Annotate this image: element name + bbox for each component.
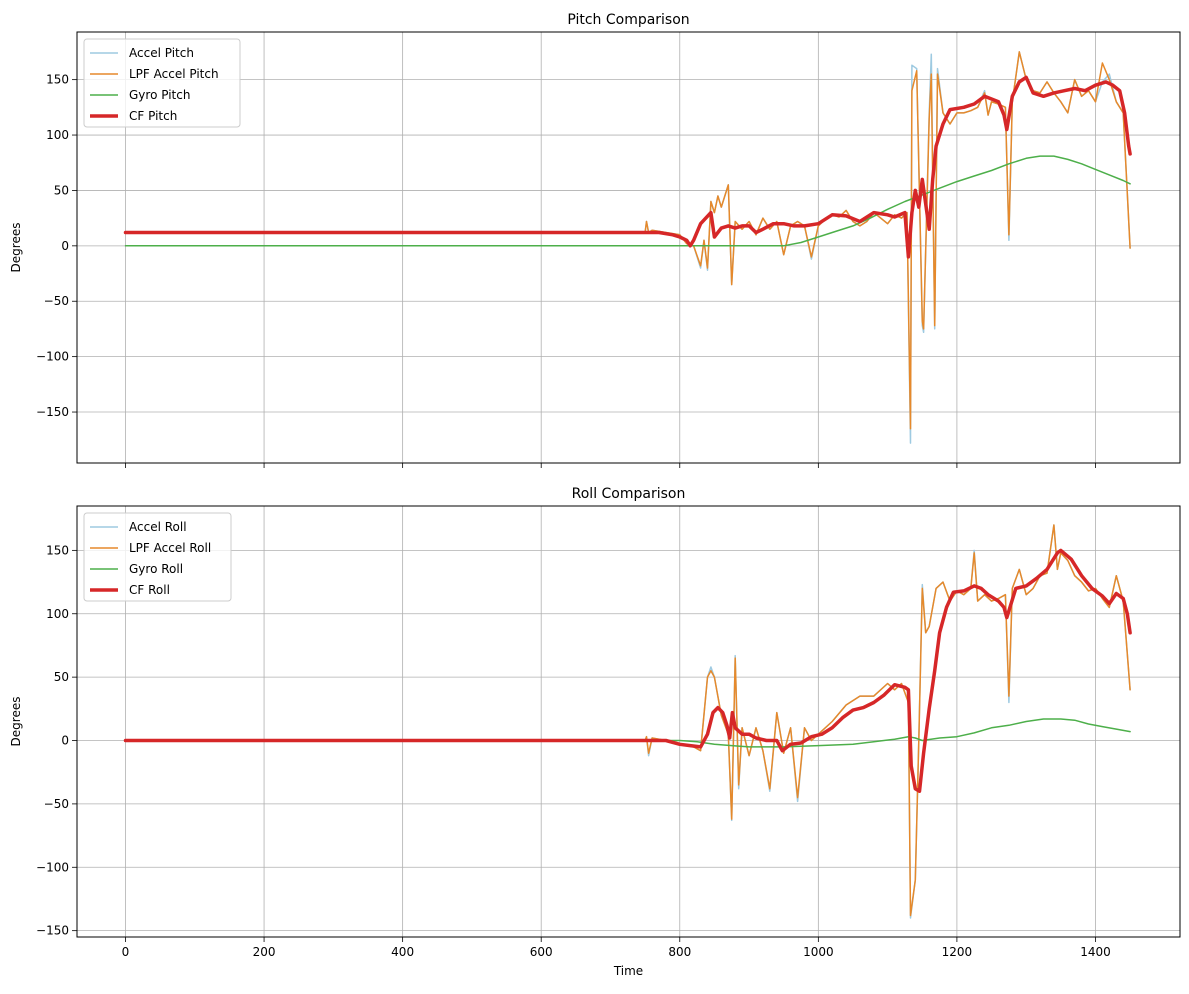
legend-label: Gyro Roll <box>129 562 183 576</box>
x-tick-label: 1400 <box>1080 945 1111 959</box>
y-tick-label: −100 <box>36 350 69 364</box>
x-tick-label: 400 <box>391 945 414 959</box>
roll-axes-frame <box>76 505 1181 938</box>
accel-pitch-line <box>124 51 1131 444</box>
roll-legend: Accel Roll LPF Accel Roll Gyro Roll CF Roll <box>83 512 232 602</box>
cf-pitch-line <box>123 75 1132 259</box>
y-tick-label: 50 <box>54 183 69 197</box>
legend-label: LPF Accel Roll <box>129 541 211 555</box>
y-tick-label: 150 <box>46 543 69 557</box>
legend-label: CF Roll <box>129 583 170 597</box>
pitch-ylabel: Degrees <box>9 223 23 273</box>
y-tick-label: 0 <box>61 734 69 748</box>
roll-xlabel: Time <box>613 964 643 978</box>
x-tick-label: 200 <box>253 945 276 959</box>
x-tick-label: 800 <box>668 945 691 959</box>
pitch-ticks: −150 −100 −50 0 50 100 150 <box>36 73 1096 468</box>
x-tick-label: 1200 <box>942 945 973 959</box>
legend-label: LPF Accel Pitch <box>129 67 219 81</box>
y-tick-label: 100 <box>46 607 69 621</box>
x-tick-label: 1000 <box>803 945 834 959</box>
y-tick-label: −100 <box>36 860 69 874</box>
lpf-accel-pitch-line <box>124 51 1131 430</box>
y-tick-label: −150 <box>36 924 69 938</box>
roll-axes: 0 200 400 600 800 1000 1200 1400 −150 −100 −50 0 50 1… <box>9 486 1181 978</box>
pitch-legend: Accel Pitch LPF Accel Pitch Gyro Pitch CF P… <box>83 38 241 128</box>
pitch-grid <box>77 32 1180 463</box>
cf-roll-line <box>123 548 1132 793</box>
pitch-axes: −150 −100 −50 0 50 100 150 Pitch Comparison De… <box>9 12 1181 468</box>
accel-roll-line <box>124 524 1131 919</box>
x-tick-label: 0 <box>122 945 130 959</box>
y-tick-label: 0 <box>61 239 69 253</box>
roll-title: Roll Comparison <box>572 486 686 502</box>
y-tick-label: 150 <box>46 73 69 87</box>
gyro-pitch-line <box>124 155 1131 247</box>
lpf-accel-roll-line <box>124 524 1131 917</box>
pitch-lines <box>123 51 1132 444</box>
y-tick-label: 50 <box>54 670 69 684</box>
legend-label: Accel Roll <box>129 520 187 534</box>
pitch-axes-frame <box>76 31 1181 464</box>
y-tick-label: −50 <box>44 294 69 308</box>
pitch-title: Pitch Comparison <box>567 12 689 28</box>
roll-ylabel: Degrees <box>9 697 23 747</box>
roll-ticks: 0 200 400 600 800 1000 1200 1400 −150 −100 −50 0 50 1… <box>36 543 1111 959</box>
roll-legend-box <box>83 512 232 602</box>
legend-label: CF Pitch <box>129 109 177 123</box>
x-tick-label: 600 <box>530 945 553 959</box>
y-tick-label: −50 <box>44 797 69 811</box>
y-tick-label: 100 <box>46 128 69 142</box>
legend-label: Gyro Pitch <box>129 88 190 102</box>
y-tick-label: −150 <box>36 405 69 419</box>
pitch-legend-box <box>83 38 241 128</box>
roll-grid <box>77 506 1180 937</box>
legend-label: Accel Pitch <box>129 46 194 60</box>
gyro-roll-line <box>124 718 1131 748</box>
roll-lines <box>123 524 1132 919</box>
